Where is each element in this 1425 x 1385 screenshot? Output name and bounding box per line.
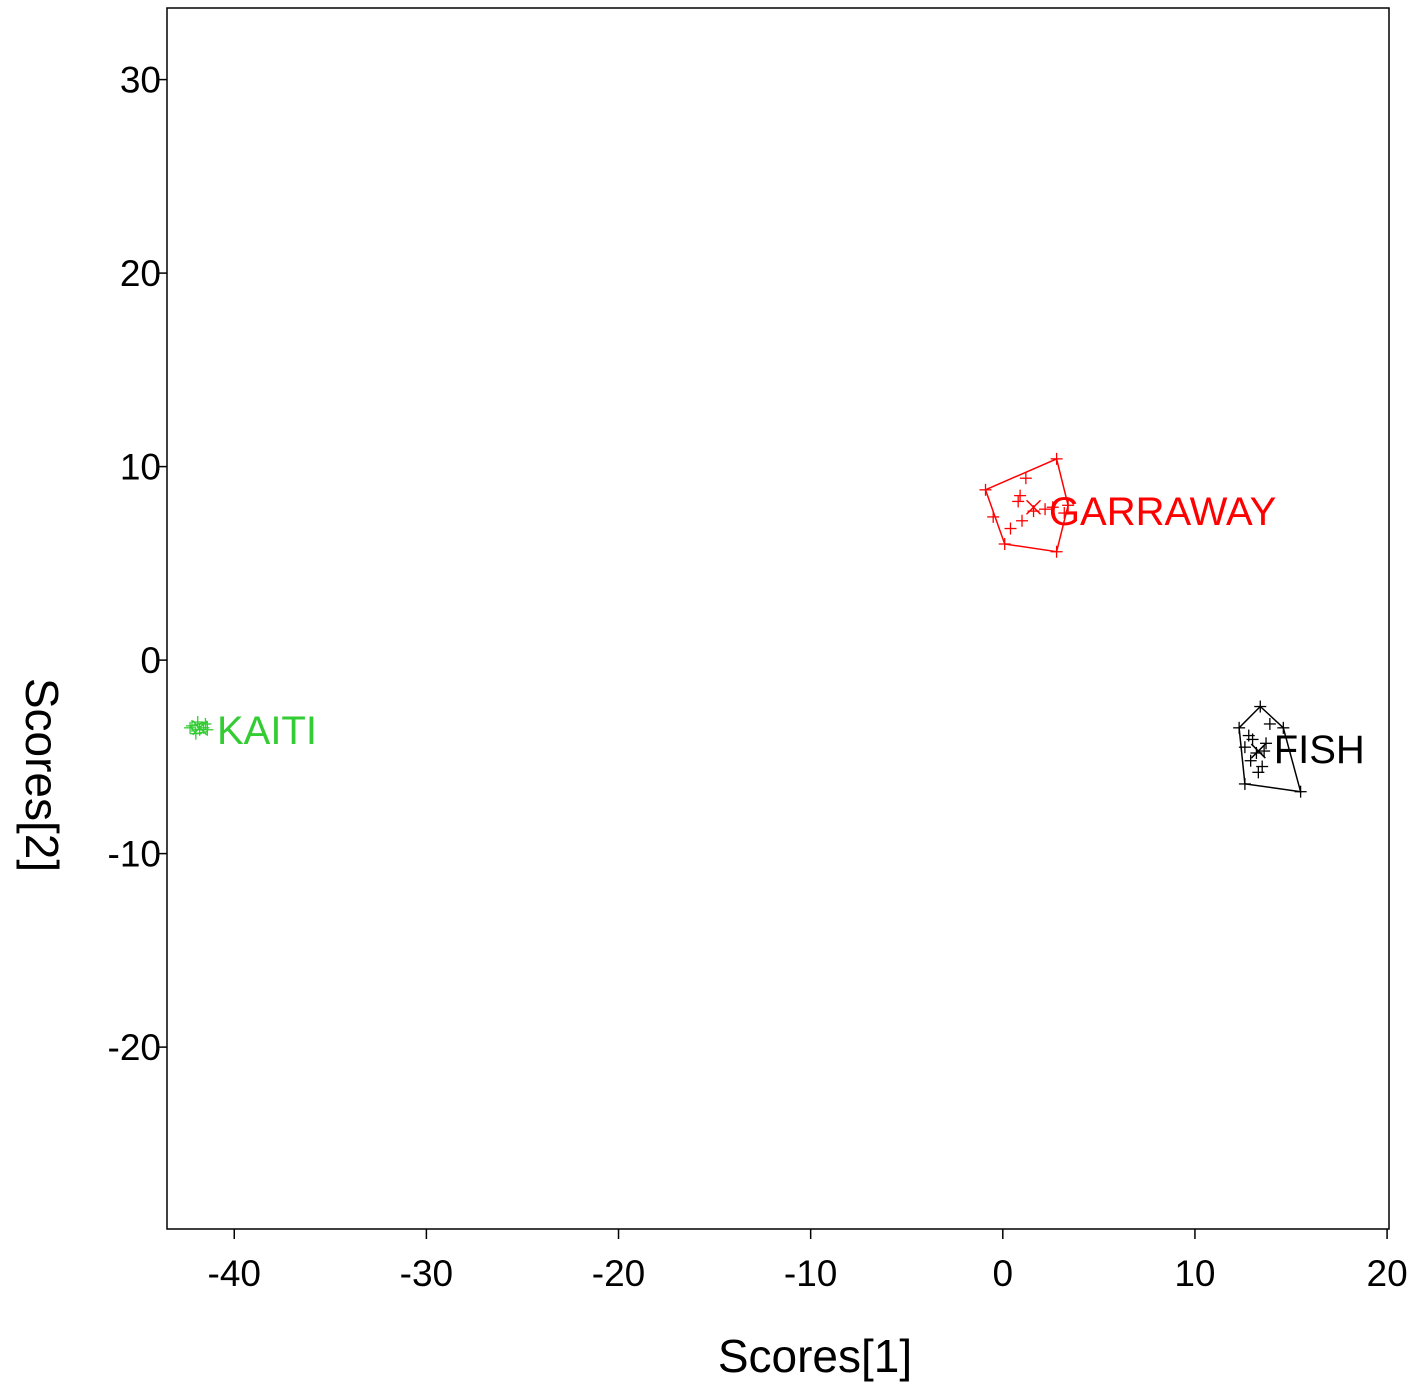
x-tick-label: -10 <box>784 1253 837 1294</box>
point-garraway <box>1019 472 1032 485</box>
point-garraway <box>1004 522 1017 535</box>
point-garraway <box>1050 452 1063 465</box>
point-garraway <box>987 510 1000 523</box>
point-garraway <box>1012 495 1025 508</box>
x-tick-label: -20 <box>592 1253 645 1294</box>
y-tick-label: -10 <box>108 834 161 875</box>
point-fish <box>1242 729 1255 742</box>
y-tick-label: -20 <box>108 1027 161 1068</box>
point-fish <box>1238 777 1251 790</box>
y-tick-label: 30 <box>120 60 161 101</box>
point-garraway <box>1014 489 1027 502</box>
group-label-fish: FISH <box>1274 728 1365 772</box>
data-points <box>184 452 1307 798</box>
point-fish <box>1263 717 1276 730</box>
point-garraway <box>1046 501 1059 514</box>
group-labels: GARRAWAY FISH KAITI <box>217 490 1365 772</box>
point-fish <box>1258 745 1271 758</box>
point-garraway <box>998 538 1011 551</box>
point-kaiti <box>189 727 202 740</box>
point-garraway <box>1039 503 1052 516</box>
point-garraway <box>1016 514 1029 527</box>
point-fish <box>1260 737 1273 750</box>
hull-garraway <box>984 457 1069 553</box>
y-tick-label: 0 <box>140 640 161 681</box>
hull-fish <box>1238 705 1302 793</box>
x-tick-label: 10 <box>1174 1253 1215 1294</box>
point-fish <box>1252 766 1265 779</box>
y-tick-label: 20 <box>120 253 161 294</box>
centroid-kaiti <box>192 720 208 736</box>
y-tick-label: 10 <box>120 447 161 488</box>
point-fish <box>1233 721 1246 734</box>
y-axis-title: Scores[2] <box>16 678 68 872</box>
y-axis: 30 20 10 0 -10 -20 <box>108 60 167 1068</box>
x-axis: -40 -30 -20 -10 0 10 20 <box>208 1229 1408 1294</box>
point-fish <box>1244 754 1257 767</box>
point-garraway <box>1062 499 1075 512</box>
x-tick-label: 0 <box>993 1253 1014 1294</box>
point-fish <box>1277 721 1290 734</box>
point-garraway <box>979 483 992 496</box>
point-fish <box>1254 700 1267 713</box>
point-garraway <box>1058 507 1071 520</box>
point-fish <box>1238 741 1251 754</box>
point-fish <box>1294 785 1307 798</box>
centroid-fish <box>1250 743 1266 759</box>
plot-area-frame <box>166 7 1390 1230</box>
group-label-kaiti: KAITI <box>217 709 317 753</box>
point-garraway <box>1050 545 1063 558</box>
x-tick-label: 20 <box>1367 1253 1408 1294</box>
centroid-garraway <box>1026 499 1042 515</box>
group-label-garraway: GARRAWAY <box>1049 490 1276 534</box>
x-tick-label: -30 <box>400 1253 453 1294</box>
point-kaiti <box>184 721 197 734</box>
x-tick-label: -40 <box>208 1253 261 1294</box>
x-axis-title: Scores[1] <box>718 1330 912 1382</box>
point-kaiti <box>201 723 214 736</box>
